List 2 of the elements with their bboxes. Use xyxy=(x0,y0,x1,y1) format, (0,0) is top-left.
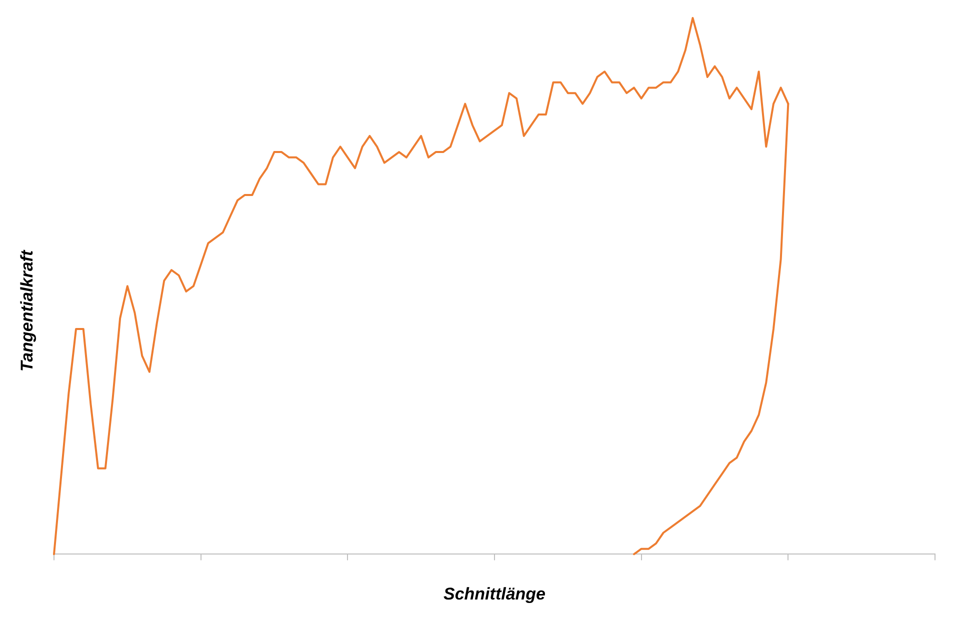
y-axis-title: Tangentialkraft xyxy=(18,250,38,372)
x-axis-title: Schnittlänge xyxy=(443,584,546,604)
